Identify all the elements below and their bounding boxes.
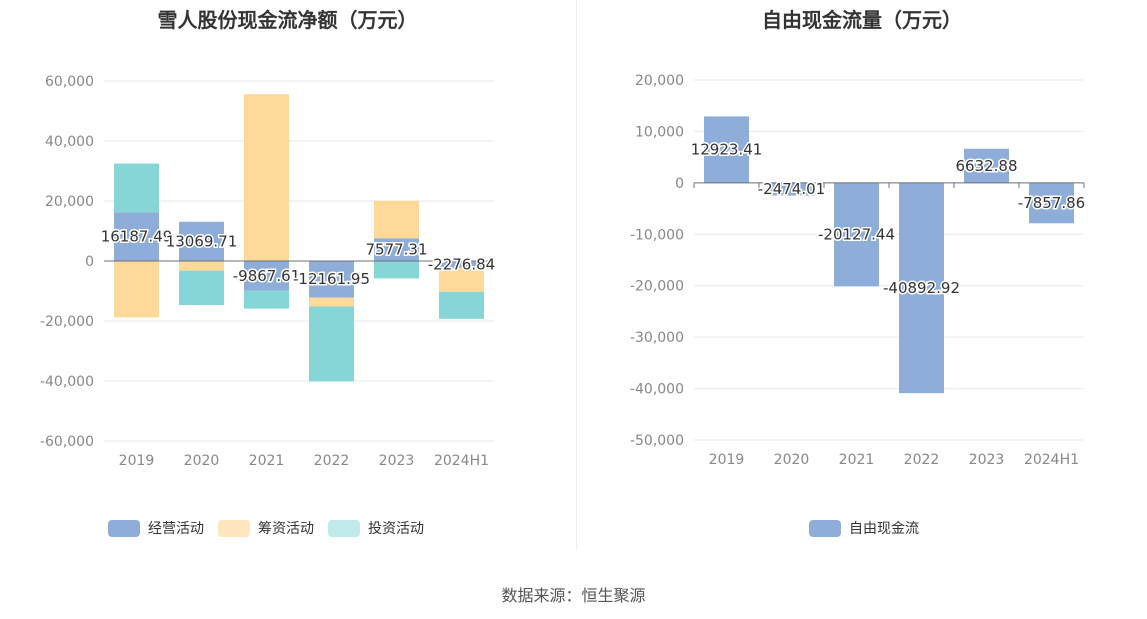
cash-flow-legend: 经营活动 筹资活动 投资活动 <box>108 518 424 538</box>
x-tick-label: 2019 <box>119 453 155 469</box>
legend-item-financing[interactable]: 筹资活动 <box>218 518 314 538</box>
y-tick-label: -10,000 <box>630 227 684 243</box>
panel-divider <box>576 0 577 550</box>
bar-经营活动-2019 <box>114 212 159 261</box>
data-label: 6632.88 <box>955 157 1017 175</box>
bar-筹资活动-2022 <box>309 297 354 307</box>
y-tick-label: 20,000 <box>45 194 94 210</box>
y-tick-label: -60,000 <box>40 434 94 450</box>
y-tick-label: 0 <box>675 176 684 192</box>
data-label: 16187.49 <box>101 228 173 246</box>
bar-筹资活动-2019 <box>114 261 159 318</box>
y-tick-label: -20,000 <box>40 314 94 330</box>
bar-投资活动-2019 <box>114 163 159 213</box>
data-label: -2474.01 <box>758 180 825 198</box>
bar-投资活动-2023 <box>374 261 419 279</box>
data-label: -40892.92 <box>883 279 960 297</box>
x-tick-label: 2021 <box>249 453 285 469</box>
legend-swatch-investing <box>328 519 360 537</box>
bar-投资活动-2021 <box>244 290 289 309</box>
bar-筹资活动-2020 <box>179 261 224 271</box>
x-tick-label: 2024H1 <box>434 453 489 469</box>
data-label: 7577.31 <box>365 241 427 259</box>
legend-swatch-free-cash-flow <box>809 519 841 537</box>
x-tick-label: 2020 <box>184 453 220 469</box>
y-tick-label: -40,000 <box>40 374 94 390</box>
bar-筹资活动-2021 <box>244 94 289 261</box>
bar-投资活动-2022 <box>309 306 354 382</box>
legend-label-investing: 投资活动 <box>368 521 424 537</box>
x-tick-label: 2022 <box>904 452 940 468</box>
bar-经营活动-2021 <box>244 261 289 291</box>
bar-自由现金流-2020 <box>769 182 814 196</box>
bar-投资活动-2024H1 <box>439 291 484 319</box>
x-tick-label: 2023 <box>379 453 415 469</box>
y-tick-label: -40,000 <box>630 382 684 398</box>
y-tick-label: 40,000 <box>45 134 94 150</box>
legend-item-investing[interactable]: 投资活动 <box>328 518 424 538</box>
legend-label-free-cash-flow: 自由现金流 <box>849 521 919 537</box>
data-label: 12923.41 <box>691 141 763 159</box>
x-tick-label: 2019 <box>709 452 745 468</box>
y-tick-label: 60,000 <box>45 74 94 90</box>
bar-经营活动-2022 <box>309 261 354 298</box>
bar-筹资活动-2023 <box>374 200 419 239</box>
y-tick-label: 10,000 <box>635 124 684 140</box>
x-tick-label: 2022 <box>314 453 350 469</box>
x-tick-label: 2023 <box>969 452 1005 468</box>
x-tick-label: 2021 <box>839 452 875 468</box>
legend-label-financing: 筹资活动 <box>258 521 314 537</box>
data-source: 数据来源：恒生聚源 <box>501 586 646 605</box>
bar-自由现金流-2023 <box>964 148 1009 183</box>
bar-自由现金流-2022 <box>899 182 944 394</box>
y-tick-label: 20,000 <box>635 73 684 89</box>
x-tick-label: 2020 <box>774 452 810 468</box>
bar-经营活动-2023 <box>374 238 419 261</box>
bar-筹资活动-2024H1 <box>439 267 484 292</box>
bar-投资活动-2020 <box>179 270 224 306</box>
bar-自由现金流-2019 <box>704 116 749 183</box>
data-label: -20127.44 <box>818 226 895 244</box>
bar-经营活动-2024H1 <box>439 261 484 268</box>
bar-经营活动-2020 <box>179 221 224 261</box>
data-label: -7857.86 <box>1018 194 1085 212</box>
cash-flow-chart: 60,000 40,000 20,000 0 -20,000 -40,000 -60,000… <box>40 74 497 469</box>
legend-label-operating: 经营活动 <box>148 521 204 537</box>
y-tick-label: -20,000 <box>630 279 684 295</box>
y-tick-label: 0 <box>85 254 94 270</box>
bar-自由现金流-2021 <box>834 182 879 287</box>
legend-item-free-cash-flow[interactable]: 自由现金流 <box>809 518 919 538</box>
data-label: -12161.95 <box>293 270 370 288</box>
data-label: -9867.61 <box>233 267 300 285</box>
bar-自由现金流-2024H1 <box>1029 182 1074 224</box>
x-tick-label: 2024H1 <box>1024 452 1079 468</box>
data-label: -2276.84 <box>428 255 495 273</box>
free-cash-flow-legend: 自由现金流 <box>809 518 919 538</box>
legend-swatch-operating <box>108 519 140 537</box>
y-tick-label: -50,000 <box>630 433 684 449</box>
legend-item-operating[interactable]: 经营活动 <box>108 518 204 538</box>
right-chart-title: 自由现金流量（万元） <box>762 8 962 32</box>
free-cash-flow-chart: 20,000 10,000 0 -10,000 -20,000 -30,000 -40,00… <box>630 73 1087 468</box>
y-tick-label: -30,000 <box>630 330 684 346</box>
left-chart-title: 雪人股份现金流净额（万元） <box>157 8 418 32</box>
legend-swatch-financing <box>218 519 250 537</box>
data-label: 13069.71 <box>166 232 238 250</box>
